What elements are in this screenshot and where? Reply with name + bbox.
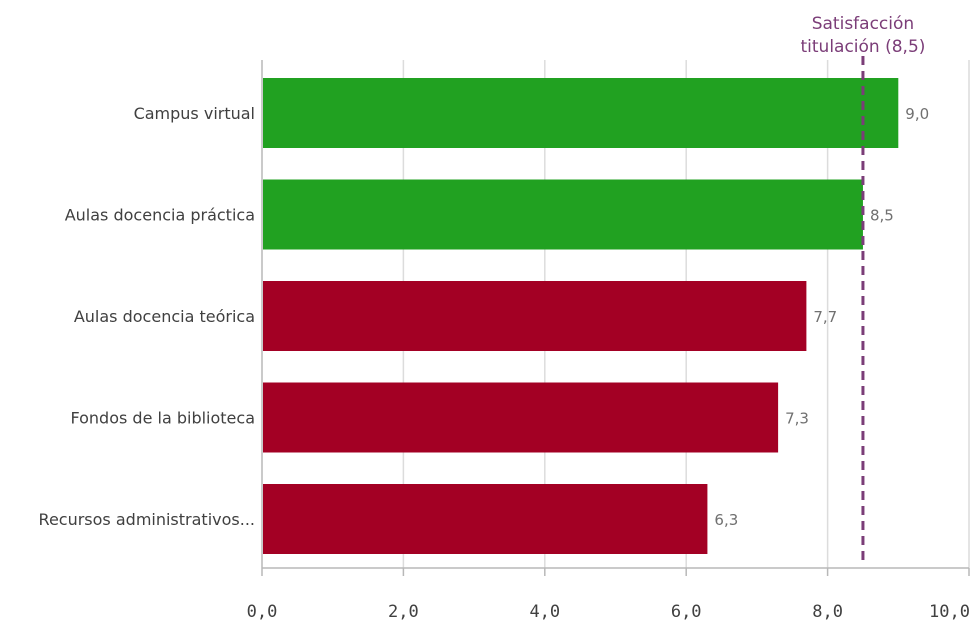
x-tick-label-5: 10,0	[929, 602, 970, 622]
bar-3	[263, 382, 779, 453]
data-label-3: 7,3	[785, 410, 809, 428]
bar-1	[263, 179, 863, 250]
bar-2	[263, 281, 807, 351]
reference-line-label-1: titulación (8,5)	[800, 37, 925, 57]
data-label-2: 7,7	[813, 308, 837, 326]
reference-line-label-0: Satisfacción	[812, 14, 914, 34]
x-tick-label-4: 8,0	[812, 602, 843, 622]
category-label-3: Fondos de la biblioteca	[70, 409, 255, 428]
category-label-1: Aulas docencia práctica	[65, 206, 255, 225]
category-label-4: Recursos administrativos...	[39, 510, 255, 529]
bar-4	[263, 484, 708, 554]
category-label-2: Aulas docencia teórica	[74, 307, 255, 326]
x-tick-label-0: 0,0	[247, 602, 278, 622]
category-label-0: Campus virtual	[134, 104, 255, 123]
x-tick-label-2: 4,0	[529, 602, 560, 622]
x-tick-label-3: 6,0	[671, 602, 702, 622]
data-label-1: 8,5	[870, 207, 894, 225]
data-label-4: 6,3	[714, 511, 738, 529]
x-tick-label-1: 2,0	[388, 602, 419, 622]
bar-0	[263, 78, 899, 148]
data-label-0: 9,0	[905, 105, 929, 123]
